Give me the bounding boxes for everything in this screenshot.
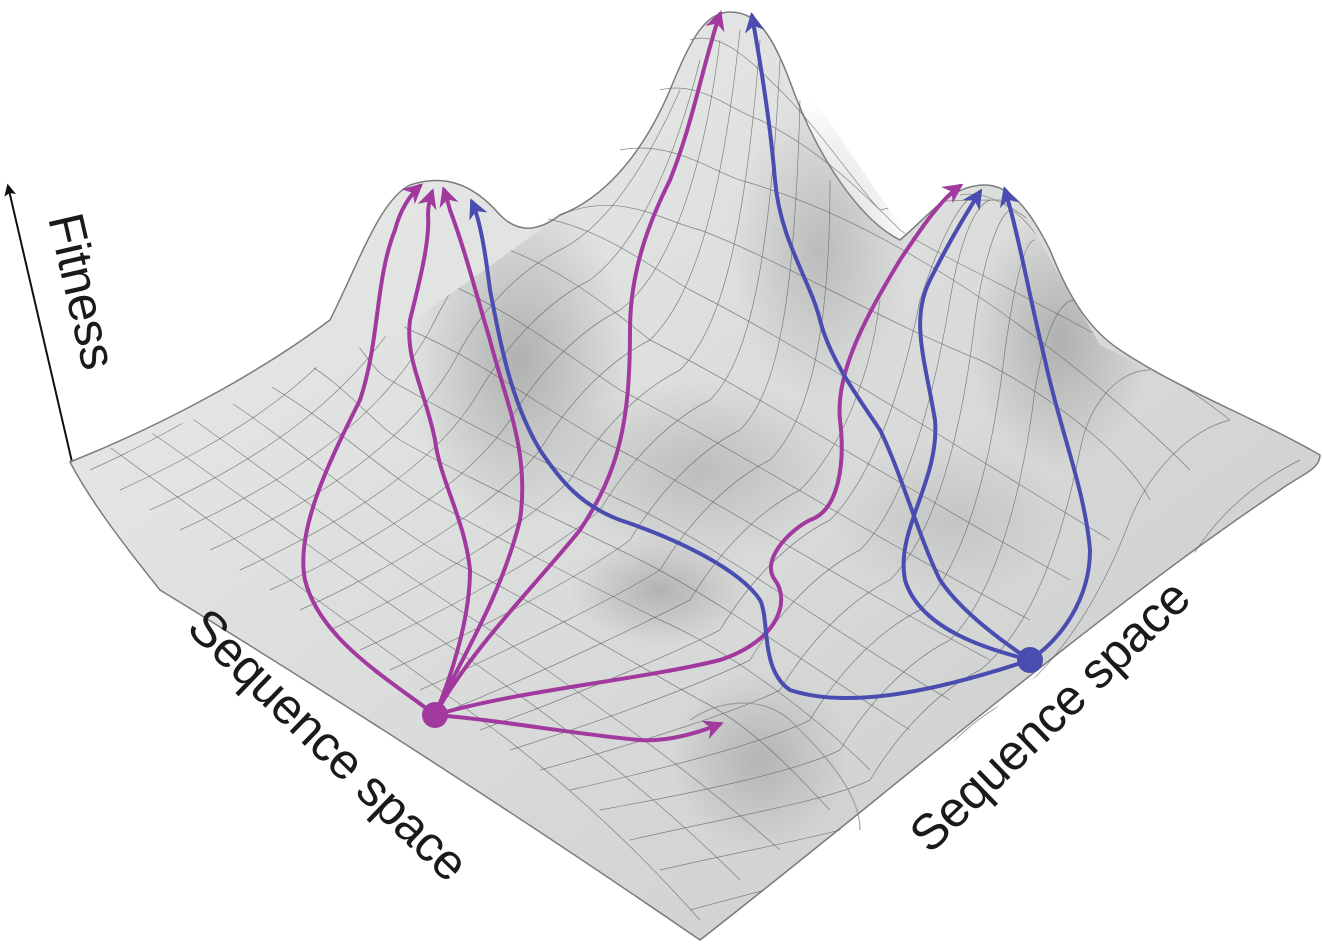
magenta-path-right	[433, 183, 964, 717]
blue-paths	[469, 12, 1093, 700]
magenta-paths	[301, 10, 964, 743]
center-peak-shadow	[730, 100, 910, 400]
magenta-path-left-outer	[301, 183, 437, 717]
magenta-path-center	[433, 10, 725, 717]
minor-bump-shadow	[670, 670, 850, 850]
magenta-path-short	[433, 713, 724, 743]
blue-start-dot	[1017, 647, 1043, 673]
magenta-path-left-middle	[433, 186, 525, 717]
right-peak-shadow	[970, 210, 1150, 470]
center-valley-shadow	[550, 380, 850, 560]
blue-path-left-peak	[469, 198, 1032, 700]
surface-grid-a	[89, 29, 1301, 911]
saddle-shadow	[570, 535, 750, 645]
magenta-start-dot	[422, 702, 448, 728]
blue-path-right-outer	[1000, 186, 1093, 662]
right-slope-shadow	[830, 440, 1070, 600]
magenta-path-left-inner	[407, 188, 473, 717]
blue-path-center-peak	[745, 12, 1032, 662]
fitness-axis-arrow	[4, 183, 73, 463]
front-minor-bump	[689, 702, 861, 831]
fitness-axis-label: Fitness	[37, 208, 127, 374]
blue-path-right-inner	[901, 188, 1032, 662]
